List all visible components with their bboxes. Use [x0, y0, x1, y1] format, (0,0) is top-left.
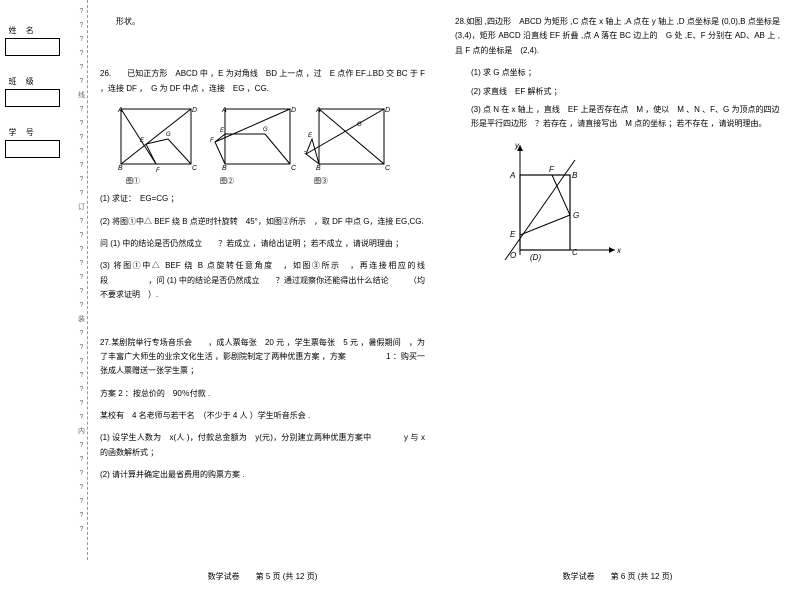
- q28-part3: (3) 点 N 在 x 轴上 ，直线 EF 上是否存在点 M ，使以 M 、N …: [471, 103, 780, 132]
- svg-text:F: F: [156, 168, 160, 174]
- svg-text:O: O: [510, 251, 516, 260]
- svg-text:E: E: [220, 128, 225, 134]
- svg-text:C: C: [385, 165, 391, 172]
- q26-intro: 26. 已知正方形 ABCD 中 ，E 为对角线 BD 上一点 ，过 E 点作 …: [100, 67, 425, 96]
- id-input-box[interactable]: [5, 140, 60, 158]
- svg-text:B: B: [222, 165, 227, 172]
- footer-page6: 数学试卷 第 6 页 (共 12 页): [450, 571, 785, 582]
- q26-part3: (3) 将图①中△ BEF 绕 B 点旋转任意角度 ，如图③所示 ，再连接相应的…: [100, 259, 425, 302]
- svg-text:E: E: [510, 230, 516, 239]
- q26-part1: (1) 求证： EG=CG ；: [100, 192, 425, 206]
- name-input-box[interactable]: [5, 38, 60, 56]
- svg-text:x: x: [616, 246, 622, 255]
- label-class1: 班: [5, 76, 20, 87]
- svg-text:A: A: [315, 107, 321, 114]
- svg-text:F: F: [549, 165, 555, 174]
- svg-text:A: A: [221, 107, 227, 114]
- svg-text:D: D: [385, 107, 390, 114]
- fig1-label: 图①: [116, 176, 206, 186]
- page-6-column: 28.如图 ,四边形 ABCD 为矩形 ,C 点在 x 轴上 ,A 点在 y 轴…: [450, 10, 785, 285]
- svg-text:F: F: [210, 138, 214, 144]
- svg-text:(D): (D): [530, 253, 541, 262]
- q28-figure: x y A B C (D) O E F G: [485, 140, 780, 272]
- q28-part2: (2) 求直线 EF 解析式 ；: [471, 85, 780, 99]
- q26-part2: (2) 将图①中△ BEF 绕 B 点逆时针旋转 45°，如图②所示 ，取 DF…: [100, 215, 425, 229]
- label-id1: 学: [5, 127, 20, 138]
- svg-text:E: E: [140, 138, 145, 144]
- footer-page5: 数学试卷 第 5 页 (共 12 页): [95, 571, 430, 582]
- q26-part2b: 问 (1) 中的结论是否仍然成立 ？若成立 ，请给出证明 ；若不成立 ，请说明理…: [100, 237, 425, 251]
- top-fragment: 形状。: [100, 15, 425, 29]
- page-5-column: 形状。 26. 已知正方形 ABCD 中 ，E 为对角线 BD 上一点 ，过 E…: [95, 10, 430, 496]
- svg-text:G: G: [263, 127, 268, 133]
- q28-part1: (1) 求 G 点坐标 ；: [471, 66, 780, 80]
- fig3-label: 图③: [304, 176, 394, 186]
- svg-text:A: A: [117, 107, 123, 114]
- q27-plan2: 方案 2 ：按总价的 90％付款 .: [100, 387, 425, 401]
- q28-intro: 28.如图 ,四边形 ABCD 为矩形 ,C 点在 x 轴上 ,A 点在 y 轴…: [455, 15, 780, 58]
- label-name: 名: [22, 25, 37, 36]
- field-id: 学 号: [5, 127, 70, 158]
- figure-1: A D B C E F G 图①: [116, 104, 206, 186]
- q27-part2: (2) 请计算并确定出最省费用的购票方案 .: [100, 468, 425, 482]
- class-input-box[interactable]: [5, 89, 60, 107]
- student-info-sidebar: 姓 名 班 级 学 号: [5, 25, 70, 178]
- svg-text:C: C: [192, 165, 198, 172]
- q27-cond: 某校有 4 名老师与若干名 （不少于 4 人 ）学生听音乐会 .: [100, 409, 425, 423]
- svg-text:B: B: [316, 165, 321, 172]
- svg-text:C: C: [291, 165, 297, 172]
- svg-text:C: C: [572, 248, 578, 257]
- q27-intro: 27.某剧院举行专场音乐会 ，成人票每张 20 元 ，学生票每张 5 元 ，暑假…: [100, 336, 425, 379]
- svg-text:G: G: [166, 132, 171, 138]
- svg-text:B: B: [118, 165, 123, 172]
- svg-text:G: G: [357, 122, 362, 128]
- svg-text:D: D: [192, 107, 197, 114]
- label-class2: 级: [22, 76, 37, 87]
- field-class: 班 级: [5, 76, 70, 107]
- svg-text:A: A: [509, 171, 515, 180]
- svg-text:G: G: [573, 211, 579, 220]
- fig2-label: 图②: [210, 176, 300, 186]
- field-name: 姓 名: [5, 25, 70, 56]
- figure-3: A D B C E F G 图③: [304, 104, 394, 186]
- q27-part1: (1) 设学生人数为 x(人 )，付款总金额为 y(元)，分别建立两种优惠方案中…: [100, 431, 425, 460]
- binding-line: ??????线???????订???????装???????内???????: [76, 0, 88, 560]
- svg-text:F: F: [304, 152, 306, 158]
- svg-text:D: D: [291, 107, 296, 114]
- label-id2: 号: [22, 127, 37, 138]
- q26-figures: A D B C E F G 图① A D B C E F: [100, 104, 425, 186]
- figure-2: A D B C E F G 图②: [210, 104, 300, 186]
- svg-text:B: B: [572, 171, 578, 180]
- label-surname: 姓: [5, 25, 20, 36]
